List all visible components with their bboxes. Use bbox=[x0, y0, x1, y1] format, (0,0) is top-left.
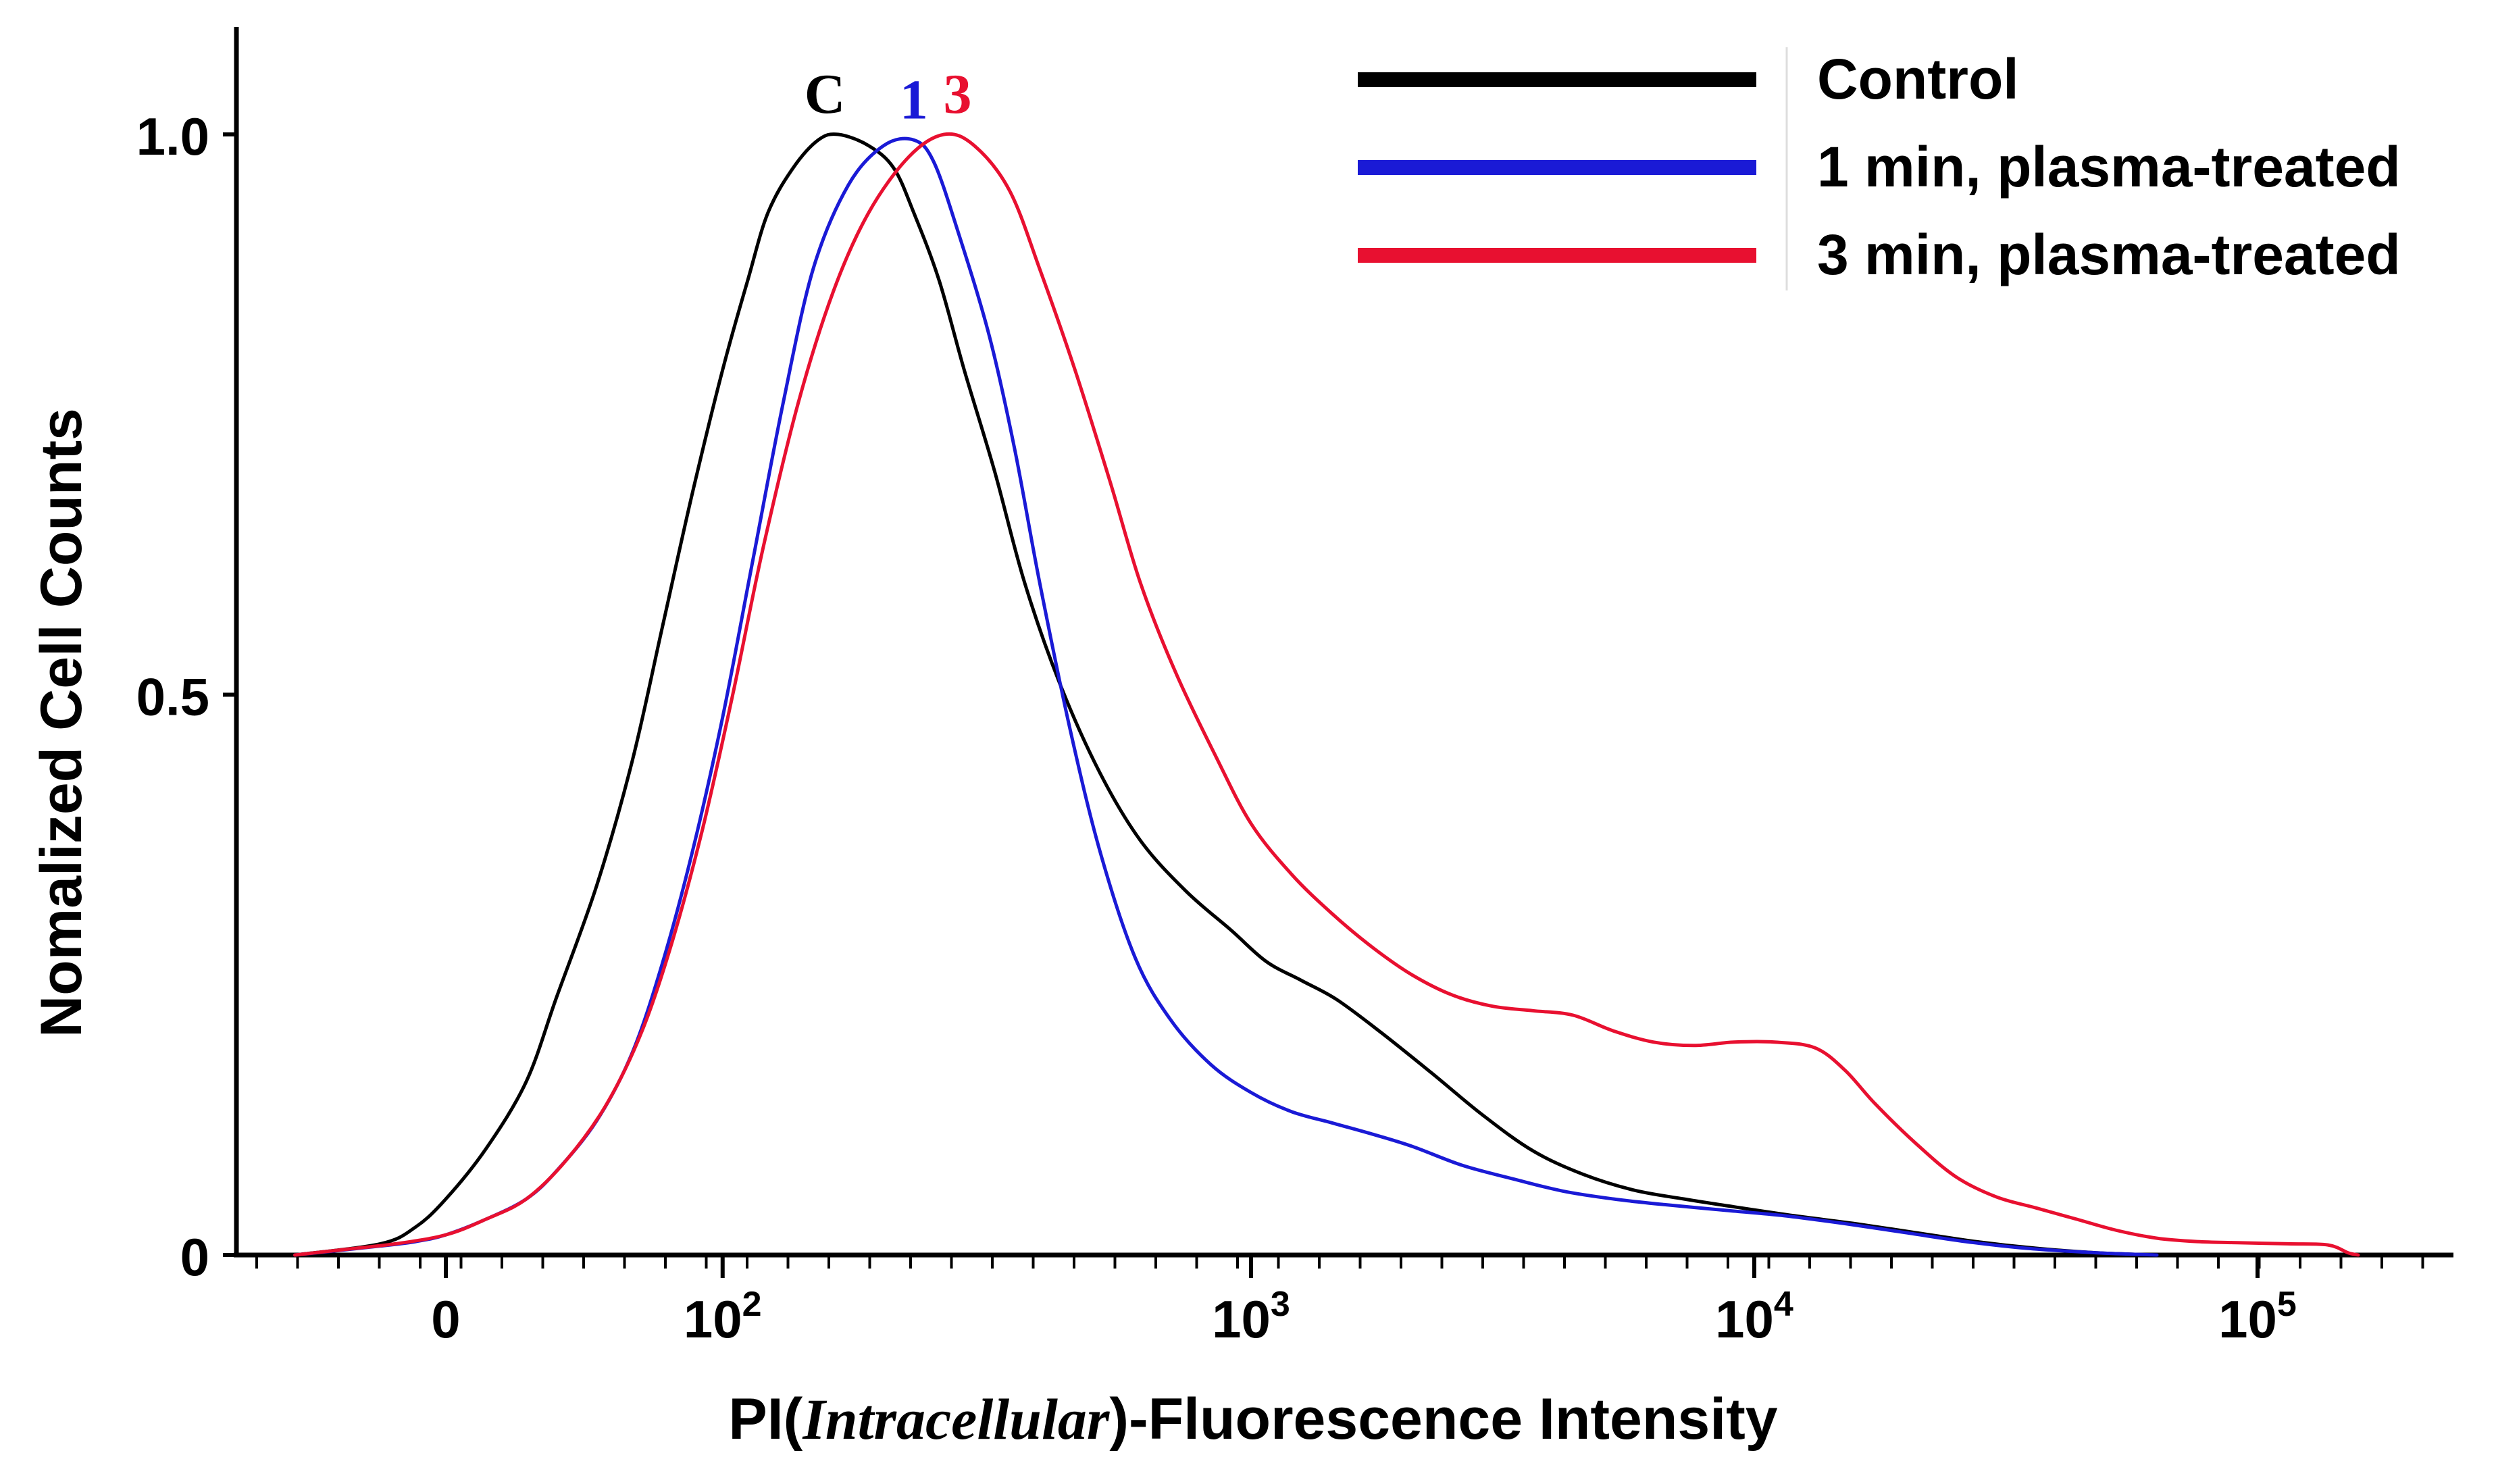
peak-label: C bbox=[805, 63, 846, 126]
x-axis-title-suffix: )-Fluorescence Intensity bbox=[1109, 1387, 1777, 1452]
y-ticks: 0 0.5 1.0 bbox=[136, 107, 236, 1287]
y-tick-label: 0 bbox=[180, 1227, 209, 1287]
peak-label: 1 bbox=[900, 68, 928, 131]
peak-label: 3 bbox=[944, 63, 972, 126]
legend-label: Control bbox=[1817, 47, 2019, 111]
series-line-control bbox=[293, 132, 2159, 1257]
x-axis-title-italic: Intracellular bbox=[802, 1387, 1111, 1452]
x-tick-label: 103 bbox=[1212, 1285, 1290, 1349]
x-axis-title-prefix: PI( bbox=[728, 1387, 803, 1452]
y-tick-label: 0.5 bbox=[136, 667, 209, 727]
legend-label: 1 min, plasma-treated bbox=[1817, 135, 2401, 199]
series-layer bbox=[293, 132, 2360, 1257]
y-tick-label: 1.0 bbox=[136, 107, 209, 166]
legend: Control 1 min, plasma-treated 3 min, plasm… bbox=[1358, 47, 2401, 290]
series-line-1min bbox=[293, 136, 2159, 1257]
x-minor-ticks bbox=[255, 1255, 2424, 1269]
x-major-ticks: 0 102 103 104 105 bbox=[431, 1255, 2297, 1349]
x-axis-title: PI(Intracellular)-Fluorescence Intensity bbox=[728, 1387, 1777, 1452]
x-tick-label: 0 bbox=[431, 1289, 460, 1349]
x-tick-label: 105 bbox=[2218, 1285, 2297, 1349]
x-tick-label: 102 bbox=[684, 1285, 762, 1349]
series-line-3min bbox=[293, 132, 2360, 1257]
legend-label: 3 min, plasma-treated bbox=[1817, 223, 2401, 286]
x-tick-label: 104 bbox=[1715, 1285, 1793, 1349]
y-axis-title: Nomalized Cell Counts bbox=[29, 408, 94, 1038]
